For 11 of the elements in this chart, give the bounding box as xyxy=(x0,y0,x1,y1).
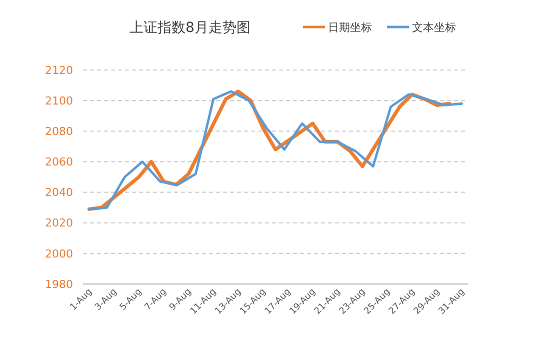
chart-title: 上证指数8月走势图 xyxy=(130,20,250,36)
y-tick-label: 2080 xyxy=(45,124,73,138)
y-tick-label: 1980 xyxy=(45,278,73,291)
y-tick-label: 2000 xyxy=(45,247,73,260)
y-tick-label: 2020 xyxy=(45,216,73,230)
y-tick-label: 2060 xyxy=(45,156,73,169)
y-tick-label: 2120 xyxy=(45,64,73,77)
y-tick-label: 2040 xyxy=(45,186,73,200)
y-tick-label: 2100 xyxy=(45,94,73,108)
legend-label: 日期坐标 xyxy=(328,20,372,34)
legend-label: 文本坐标 xyxy=(412,20,456,34)
